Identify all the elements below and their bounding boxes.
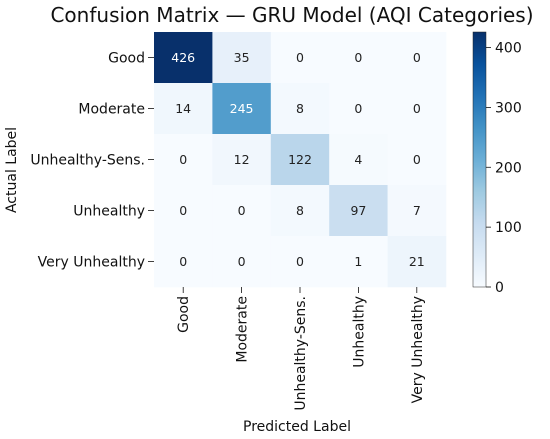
y-tick-label: Moderate: [78, 102, 145, 118]
x-tick-label: Very Unhealthy: [410, 296, 426, 403]
cell-value-label: 0: [179, 152, 187, 167]
colorbar: [472, 31, 487, 288]
colorbar-tick-label: 200: [495, 160, 522, 176]
heatmap-cell: [270, 236, 330, 288]
heatmap-cell: [329, 134, 388, 186]
cell-value-label: 0: [296, 50, 304, 65]
cell-value-label: 12: [234, 152, 250, 167]
heatmap-cell: [329, 236, 388, 288]
heatmap-cell: [212, 185, 272, 237]
heatmap-cell: [154, 32, 213, 84]
heatmap-cell: [387, 185, 447, 237]
heatmap-cell: [212, 83, 272, 135]
y-tick-label: Unhealthy: [73, 204, 145, 220]
cell-value-label: 21: [409, 254, 425, 269]
cell-value-label: 8: [296, 203, 304, 218]
x-axis-label: Predicted Label: [243, 419, 351, 435]
colorbar-tick-label: 400: [495, 41, 522, 57]
heatmap-cell: [329, 32, 388, 84]
chart-title: Confusion Matrix — GRU Model (AQI Catego…: [50, 3, 533, 27]
heatmap-cell: [154, 134, 213, 186]
colorbar-tick-label: 0: [495, 280, 504, 296]
heatmap-cell: [154, 83, 213, 135]
cell-value-label: 8: [296, 101, 304, 116]
y-tick-label: Unhealthy-Sens.: [30, 153, 145, 169]
heatmap-cell: [329, 83, 388, 135]
cell-value-label: 0: [238, 254, 246, 269]
heatmap-cell: [154, 185, 213, 237]
heatmap-cell: [387, 32, 447, 84]
x-tick-label: Unhealthy: [351, 296, 367, 368]
cell-value-label: 122: [288, 152, 312, 167]
cell-value-label: 0: [354, 101, 362, 116]
y-tick-label: Good: [108, 51, 145, 67]
cell-value-label: 0: [238, 203, 246, 218]
y-tick-label: Very Unhealthy: [38, 255, 145, 271]
cell-value-label: 0: [413, 152, 421, 167]
cell-value-label: 4: [354, 152, 362, 167]
cell-value-label: 97: [350, 203, 366, 218]
x-tick-label: Unhealthy-Sens.: [293, 296, 309, 411]
colorbar-tick-label: 100: [495, 220, 522, 236]
cell-value-label: 14: [175, 101, 191, 116]
heatmap-cell: [270, 185, 330, 237]
cell-value-label: 426: [171, 50, 195, 65]
heatmap-cell: [154, 236, 213, 288]
cell-value-label: 0: [296, 254, 304, 269]
heatmap-cell: [270, 134, 330, 186]
y-tick-labels: Good Moderate Unhealthy-Sens. Unhealthy Very…: [30, 51, 154, 271]
cell-value-label: 0: [413, 50, 421, 65]
heatmap-cell: [270, 32, 330, 84]
heatmap-cell: [387, 236, 447, 288]
heatmap-cell: [212, 134, 272, 186]
y-axis-label: Actual Label: [4, 127, 20, 213]
heatmap-cell: [329, 185, 388, 237]
x-tick-labels: Good Moderate Unhealthy-Sens. Unhealthy Very…: [176, 287, 426, 411]
heatmap-cell: [212, 32, 272, 84]
cell-value-label: 1: [354, 254, 362, 269]
cell-value-label: 0: [413, 101, 421, 116]
heatmap-cell: [270, 83, 330, 135]
cell-value-label: 0: [179, 203, 187, 218]
cell-value-label: 35: [234, 50, 250, 65]
cell-value-label: 0: [354, 50, 362, 65]
colorbar-tick-label: 300: [495, 100, 522, 116]
heatmap-cells: 426 35 0 0 0 14 245 8 0 0 0 12 122 4 0 0 0 8 97 7 0 0 0 1 21: [154, 32, 447, 288]
cell-value-label: 0: [179, 254, 187, 269]
colorbar-ticks: 0 100 200 300 400: [486, 41, 522, 296]
x-tick-label: Good: [176, 296, 192, 333]
heatmap-cell: [212, 236, 272, 288]
heatmap-cell: [387, 83, 447, 135]
cell-value-label: 7: [413, 203, 421, 218]
x-tick-label: Moderate: [235, 296, 251, 363]
cell-value-label: 245: [230, 101, 254, 116]
heatmap-cell: [387, 134, 447, 186]
